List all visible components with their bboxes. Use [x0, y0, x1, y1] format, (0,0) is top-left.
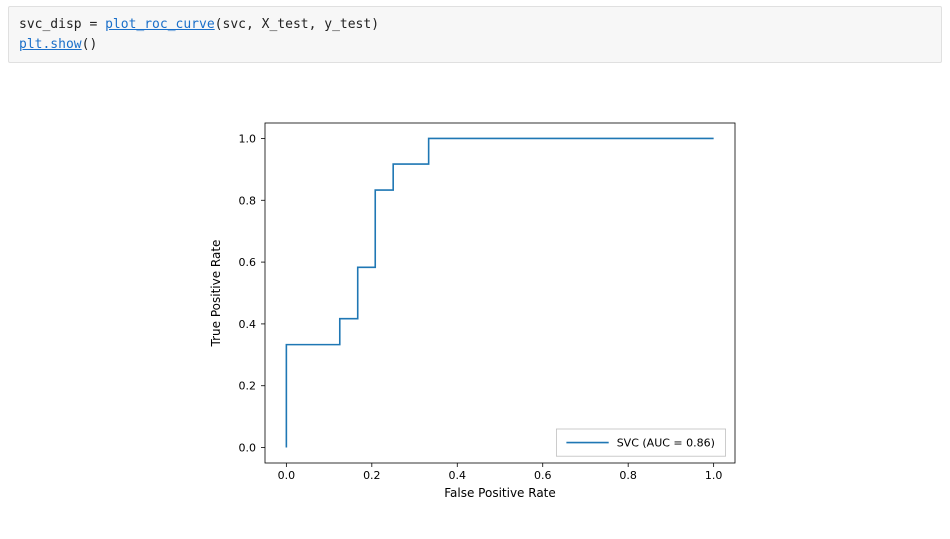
- legend-label: SVC (AUC = 0.86): [617, 437, 715, 450]
- x-tick-label: 0.4: [449, 469, 467, 482]
- code-line-1: svc_disp = plot_roc_curve(svc, X_test, y…: [19, 17, 379, 32]
- y-tick-label: 0.6: [239, 256, 257, 269]
- x-tick-label: 0.8: [619, 469, 637, 482]
- code-line-2: plt.show(): [19, 37, 97, 52]
- y-tick-label: 0.0: [239, 442, 257, 455]
- x-axis-label: False Positive Rate: [444, 486, 556, 500]
- x-tick-label: 0.6: [534, 469, 552, 482]
- x-tick-label: 0.0: [278, 469, 296, 482]
- chart-container: 0.0 0.2 0.4 0.6 0.8 1.0 0.0 0.2 0.4 0.6 0.8 1.0 Fals…: [0, 103, 950, 523]
- roc-chart: 0.0 0.2 0.4 0.6 0.8 1.0 0.0 0.2 0.4 0.6 0.8 1.0 Fals…: [195, 103, 755, 523]
- y-tick-label: 0.2: [239, 380, 257, 393]
- x-tick-label: 0.2: [363, 469, 381, 482]
- chart-background: [195, 103, 755, 523]
- code-fn-plot-roc-curve: plot_roc_curve: [105, 17, 215, 32]
- code-cell: svc_disp = plot_roc_curve(svc, X_test, y…: [8, 6, 942, 63]
- x-tick-label: 1.0: [705, 469, 723, 482]
- code-fn-plt-show: plt.show: [19, 37, 82, 52]
- y-axis-label: True Positive Rate: [209, 240, 223, 348]
- y-tick-label: 0.4: [239, 318, 257, 331]
- y-tick-label: 1.0: [239, 132, 257, 145]
- y-tick-label: 0.8: [239, 194, 257, 207]
